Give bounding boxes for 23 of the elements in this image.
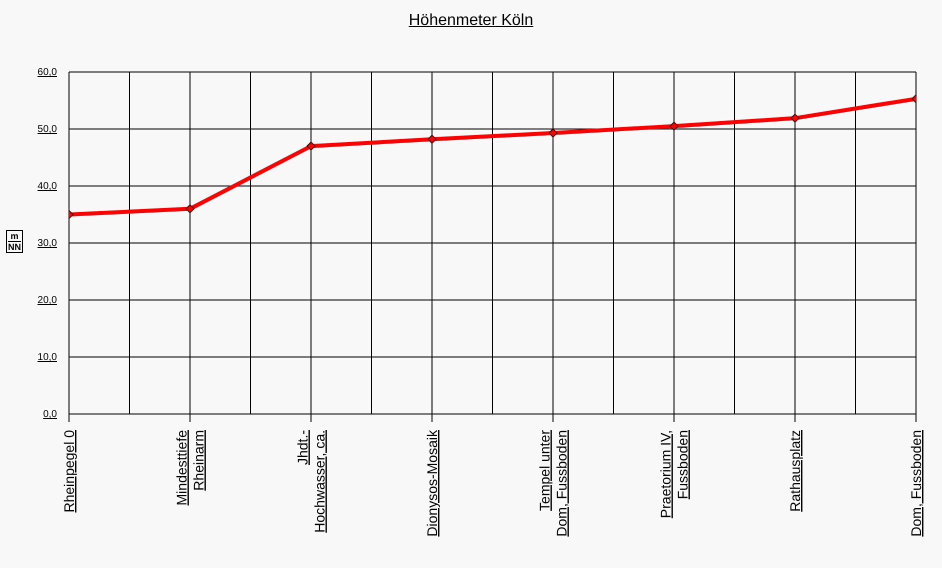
- y-tick-label: 50,0: [38, 124, 58, 135]
- x-tick-label: Dionysos-Mosaik: [424, 429, 440, 537]
- x-tick-label: Dom, Fussboden: [908, 430, 924, 537]
- y-tick-label: 30,0: [38, 238, 58, 249]
- x-tick-label: Rheinpegel 0: [61, 430, 77, 513]
- point: [670, 122, 678, 131]
- y-tick-label: 60,0: [38, 67, 58, 78]
- chart-title: Höhenmeter Köln: [408, 12, 534, 30]
- y-tick-label: 20,0: [38, 295, 58, 306]
- x-tick-label: Jhdt.- Hochwasser, ca.: [294, 430, 328, 533]
- point: [548, 128, 558, 138]
- x-tick-label: Rathausplatz: [787, 430, 803, 512]
- y-axis-title: m NN: [8, 231, 21, 252]
- x-tick-label: Praetorium IV, Fussboden: [658, 430, 690, 518]
- x-tick-label: Tempel unter Dom, Fussboden: [536, 430, 570, 537]
- y-tick-label: 0,0: [43, 409, 58, 420]
- y-tick-label: 10,0: [38, 352, 58, 363]
- point: [790, 114, 800, 123]
- x-tick-label: Mindesttiefe Rheinarm: [174, 430, 206, 506]
- point: [186, 204, 194, 214]
- y-tick-label: 40,0: [38, 181, 58, 192]
- point: [306, 142, 316, 151]
- point: [428, 134, 436, 144]
